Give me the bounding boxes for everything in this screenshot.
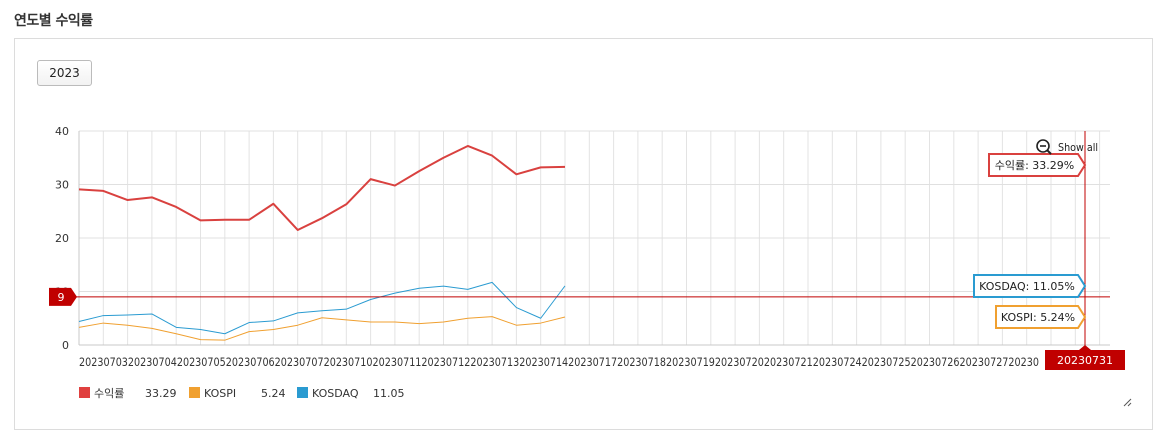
data-point — [297, 229, 299, 231]
data-point — [103, 315, 105, 317]
data-point — [564, 166, 566, 168]
data-point — [491, 282, 493, 284]
data-point — [443, 157, 445, 159]
data-point — [346, 308, 348, 310]
data-point — [127, 199, 129, 201]
data-point — [224, 333, 226, 335]
data-point — [78, 321, 80, 323]
data-point — [346, 319, 348, 321]
data-point — [443, 285, 445, 287]
tooltip-text-1: 수익률: 33.29% — [995, 159, 1075, 172]
year-button[interactable]: 2023 — [37, 60, 92, 86]
data-point — [346, 203, 348, 205]
resize-grip-icon[interactable] — [1122, 397, 1132, 407]
data-point — [127, 324, 129, 326]
legend-name-1[interactable]: 수익률 — [94, 387, 124, 400]
series-line-2 — [78, 316, 566, 341]
legend-name-2[interactable]: KOSPI — [204, 387, 236, 400]
data-point — [467, 317, 469, 319]
data-point — [491, 316, 493, 318]
x-tick-labels: 2023070320230704202307052023070620230707… — [79, 355, 1039, 369]
tooltip-text-3: KOSPI: 5.24% — [1001, 311, 1075, 324]
data-point — [200, 329, 202, 331]
show-all-button[interactable]: Show all — [1058, 141, 1098, 154]
crosshair-x-label: 20230731 — [1057, 354, 1113, 367]
crosshair-x-badge — [1045, 345, 1125, 370]
legend-value-1: 33.29 — [145, 387, 177, 400]
data-point — [175, 327, 177, 329]
data-point — [248, 331, 250, 333]
data-point — [418, 287, 420, 289]
data-point — [248, 322, 250, 324]
data-point — [297, 312, 299, 314]
tooltip-text-2: KOSDAQ: 11.05% — [979, 280, 1075, 293]
y-tick-label: 20 — [55, 232, 69, 245]
tooltip-1 — [988, 153, 1087, 177]
legend-swatch-1[interactable] — [79, 387, 90, 398]
crosshair-y-label: 9 — [58, 291, 65, 304]
data-point — [467, 145, 469, 147]
data-point — [321, 217, 323, 219]
data-point — [78, 327, 80, 329]
series-line-1 — [78, 144, 566, 231]
data-point — [370, 321, 372, 323]
data-point — [491, 155, 493, 157]
data-point — [248, 219, 250, 221]
legend-value-2: 5.24 — [261, 387, 286, 400]
y-tick-label: 40 — [55, 125, 69, 138]
series-line-3 — [78, 281, 566, 335]
data-point — [540, 322, 542, 324]
data-point — [175, 333, 177, 335]
data-point — [151, 313, 153, 315]
data-point — [200, 339, 202, 341]
data-point — [540, 317, 542, 319]
data-point — [321, 310, 323, 312]
data-point — [224, 219, 226, 221]
y-tick-label: 30 — [55, 179, 69, 192]
data-point — [418, 323, 420, 325]
data-point — [127, 314, 129, 316]
data-point — [224, 339, 226, 341]
data-point — [151, 197, 153, 199]
data-point — [516, 307, 518, 309]
section-title: 연도별 수익률 — [14, 13, 93, 29]
data-point — [78, 189, 80, 191]
data-point — [273, 329, 275, 331]
data-point — [370, 178, 372, 180]
data-point — [273, 320, 275, 322]
data-point — [516, 324, 518, 326]
data-point — [370, 299, 372, 301]
data-point — [394, 185, 396, 187]
data-point — [175, 206, 177, 208]
legend-swatch-3[interactable] — [297, 387, 308, 398]
data-point — [321, 317, 323, 319]
y-tick-label: 0 — [62, 339, 69, 352]
tooltip-2 — [973, 274, 1087, 298]
data-point — [540, 167, 542, 169]
data-point — [564, 316, 566, 318]
zoom-out-icon[interactable] — [1036, 139, 1050, 153]
legend-swatch-2[interactable] — [189, 387, 200, 398]
data-point — [151, 328, 153, 330]
data-point — [443, 321, 445, 323]
data-point — [394, 321, 396, 323]
data-point — [103, 190, 105, 192]
chart-panel: 2023 — [14, 38, 1153, 430]
data-point — [564, 285, 566, 287]
data-point — [516, 174, 518, 176]
data-point — [418, 170, 420, 172]
data-point — [467, 289, 469, 291]
tooltip-3 — [995, 305, 1087, 329]
legend-name-3[interactable]: KOSDAQ — [312, 387, 359, 400]
data-point — [297, 324, 299, 326]
legend-value-3: 11.05 — [373, 387, 405, 400]
data-point — [273, 203, 275, 205]
data-point — [394, 292, 396, 294]
data-point — [200, 220, 202, 222]
crosshair-y-badge — [49, 287, 77, 306]
data-point — [103, 322, 105, 324]
zoom-out-icon-handle — [1046, 149, 1052, 155]
